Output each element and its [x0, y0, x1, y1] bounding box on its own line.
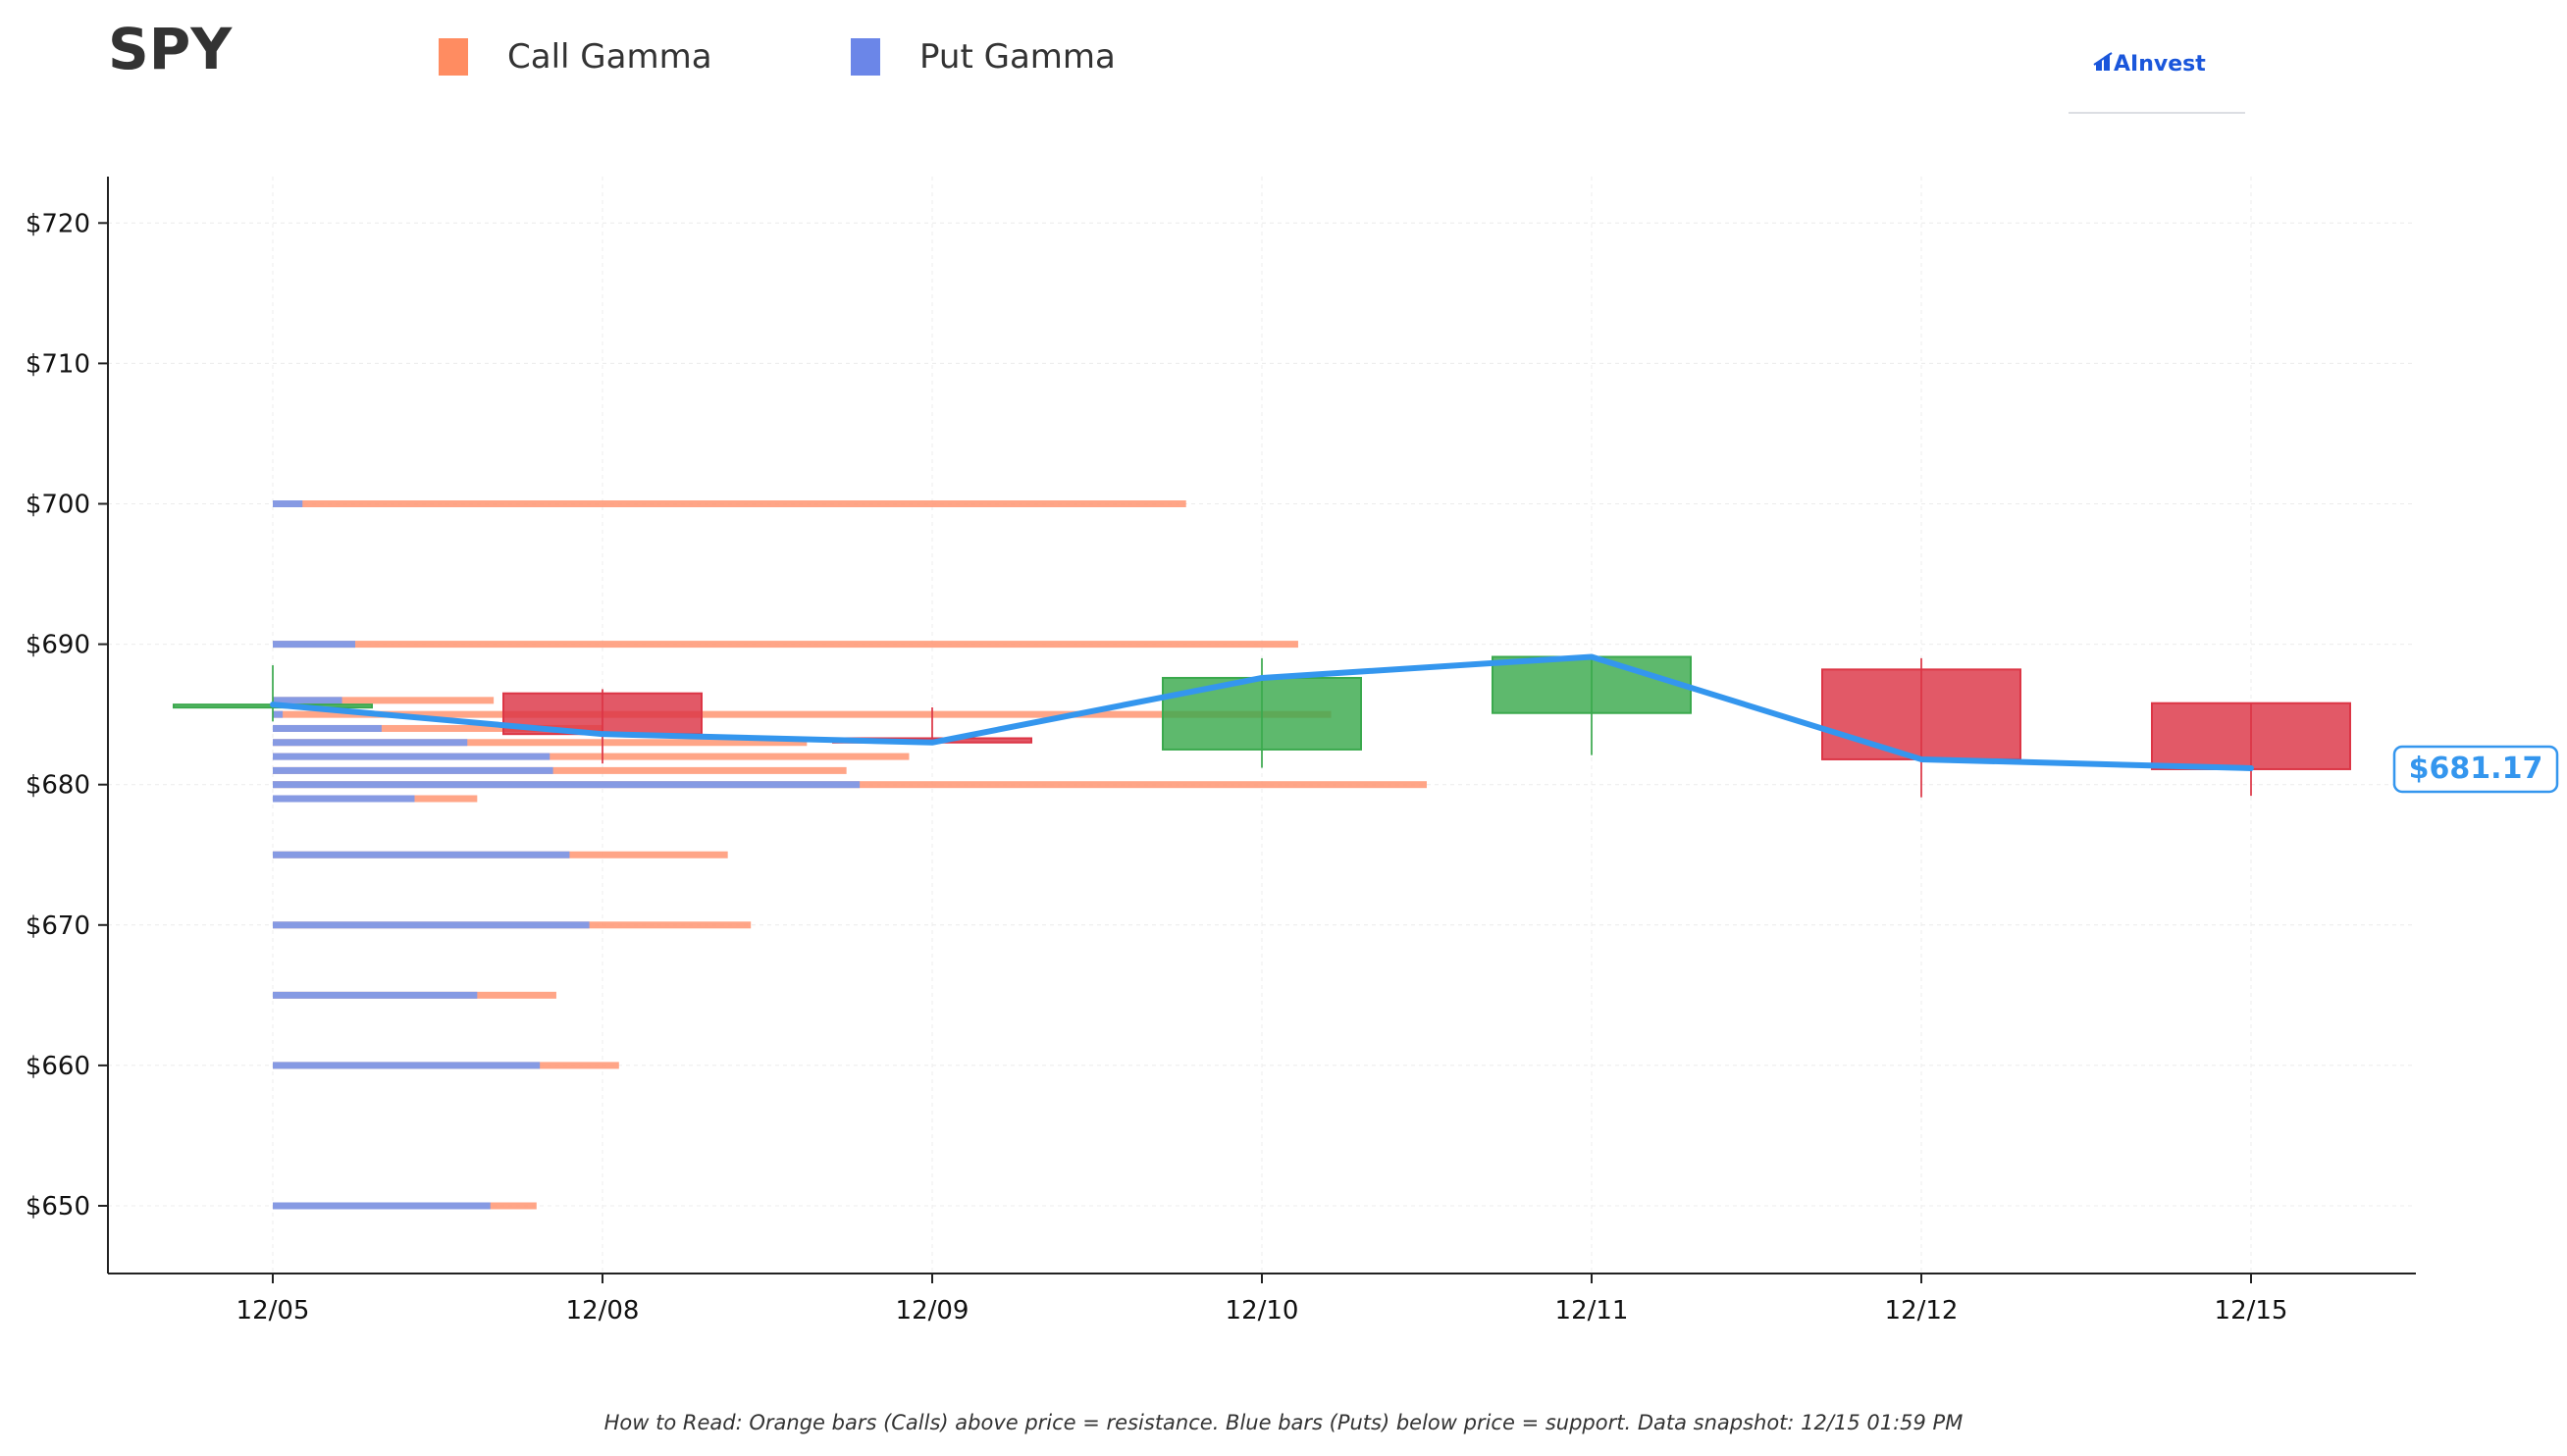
logo-icon: AInvest: [2069, 52, 2245, 114]
put-gamma-bar: [273, 1202, 491, 1210]
put-gamma-bar: [273, 697, 342, 704]
put-gamma-bar: [273, 641, 355, 649]
legend-put: Put Gamma: [851, 37, 1116, 77]
put-gamma-swatch: [851, 38, 880, 76]
candles: [173, 655, 2351, 798]
y-tick-label: $710: [26, 349, 90, 379]
x-tick-label: 12/15: [2215, 1296, 2288, 1326]
price-line-path: [270, 653, 2254, 771]
axes: $650 $660 $670 $680 $690 $700 $710 $720 12/05 12/…: [26, 177, 2416, 1326]
plot-area: $650 $660 $670 $680 $690 $700 $710 $720 12/05 12/…: [26, 177, 2559, 1326]
ticker-title: SPY: [108, 16, 233, 82]
footnote: How to Read: Orange bars (Calls) above p…: [603, 1411, 1964, 1434]
y-tick-label: $720: [26, 209, 90, 238]
y-tick-label: $650: [26, 1192, 90, 1222]
gamma-bars: [273, 500, 1427, 1210]
ainvest-logo: AInvest: [2069, 49, 2245, 114]
x-tick-label: 12/08: [566, 1296, 640, 1326]
candle-body: [2151, 702, 2351, 770]
put-gamma-bar: [273, 851, 570, 858]
legend-call-label: Call Gamma: [507, 37, 712, 77]
call-gamma-bar: [273, 753, 910, 760]
call-gamma-swatch: [439, 38, 468, 76]
logo-text: AInvest: [2114, 52, 2206, 77]
legend-put-label: Put Gamma: [919, 37, 1116, 77]
y-tick-label: $690: [26, 631, 90, 660]
x-tick-label: 12/11: [1555, 1296, 1629, 1326]
put-gamma-bar: [273, 753, 550, 760]
x-tick-label: 12/10: [1226, 1296, 1299, 1326]
x-tick-label: 12/12: [1885, 1296, 1959, 1326]
call-gamma-bar: [273, 641, 1298, 649]
y-tick-label: $660: [26, 1052, 90, 1081]
put-gamma-bar: [273, 781, 861, 789]
y-tick-label: $670: [26, 911, 90, 941]
put-gamma-bar: [273, 766, 553, 774]
call-gamma-bar: [273, 724, 602, 732]
legend-call: Call Gamma: [439, 37, 712, 77]
put-gamma-bar: [273, 739, 468, 747]
candle-body: [1821, 668, 2021, 760]
call-gamma-bar: [273, 697, 495, 704]
y-tick-label: $700: [26, 491, 90, 520]
put-gamma-bar: [273, 991, 478, 999]
call-gamma-bar: [273, 710, 1332, 718]
price-badge-label: $681.17: [2409, 752, 2543, 786]
y-tick-label: $680: [26, 771, 90, 801]
put-gamma-bar: [273, 724, 382, 732]
call-gamma-bar: [273, 739, 808, 747]
candle-body: [1492, 655, 1692, 714]
price-badge-group: $681.17: [2392, 745, 2559, 794]
put-gamma-bar: [273, 795, 415, 803]
put-gamma-bar: [273, 500, 303, 507]
x-tick-label: 12/09: [896, 1296, 969, 1326]
put-gamma-bar: [273, 710, 284, 718]
price-line: [270, 653, 2254, 771]
call-gamma-bar: [273, 500, 1186, 507]
x-tick-label: 12/05: [236, 1296, 310, 1326]
price-badge: [2392, 745, 2559, 794]
call-gamma-bar: [273, 766, 847, 774]
put-gamma-bar: [273, 921, 590, 929]
put-gamma-bar: [273, 1062, 541, 1069]
